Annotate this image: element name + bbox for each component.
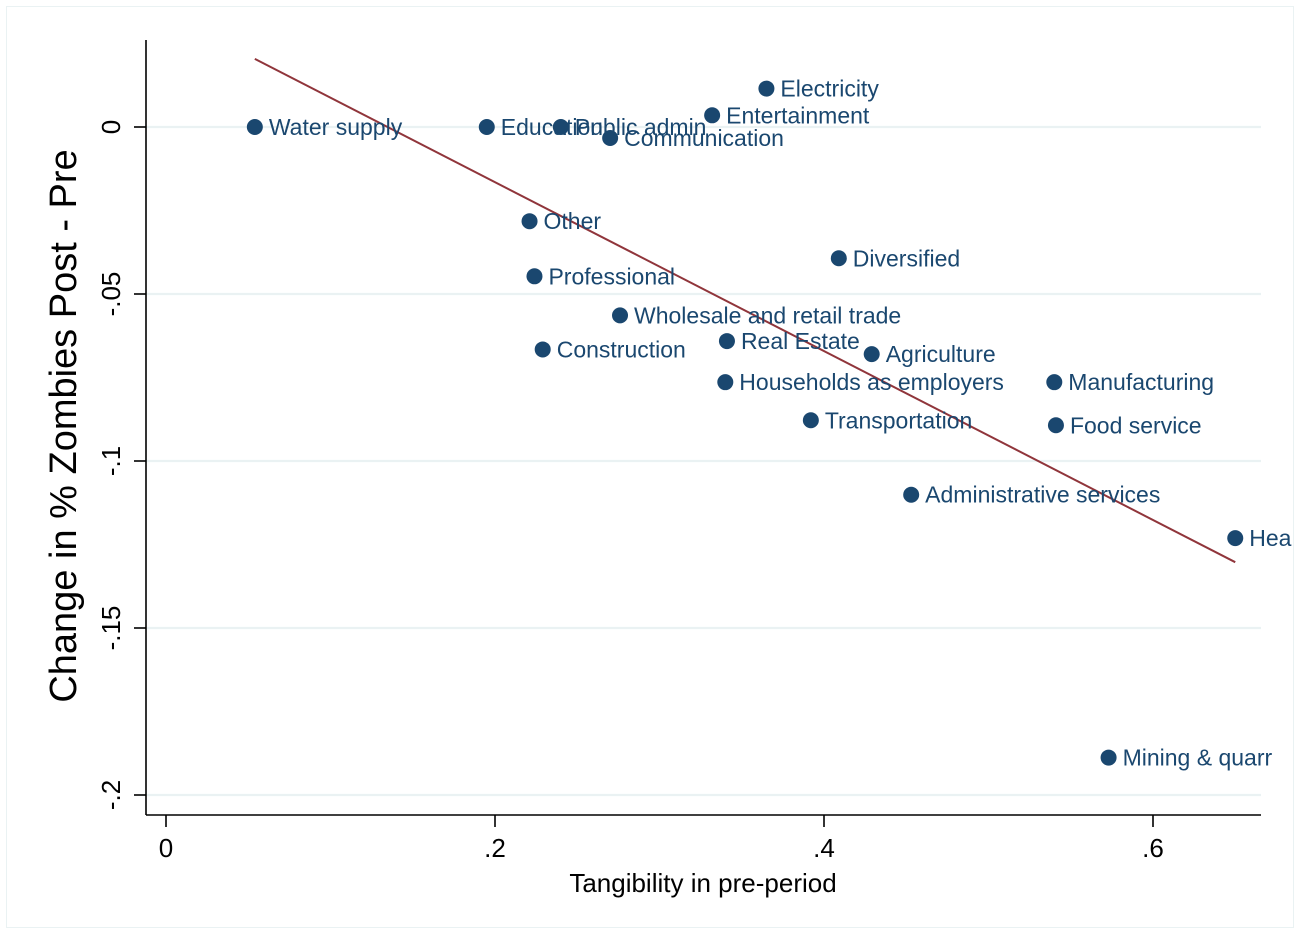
data-point: [863, 346, 880, 363]
point-label: Electricity: [780, 76, 879, 102]
x-tick-label: .2: [484, 833, 506, 863]
data-point: [903, 486, 920, 503]
point-label: Real Estate: [741, 328, 860, 354]
point-label: Agriculture: [886, 341, 996, 367]
chart-frame: [6, 6, 1294, 928]
y-tick-label: -.2: [96, 780, 126, 810]
data-point: [704, 107, 721, 124]
axes: [145, 40, 1261, 816]
x-axis-title: Tangibility in pre-period: [569, 868, 836, 898]
y-tick-label: -.05: [96, 272, 126, 317]
data-point: [1046, 374, 1063, 391]
point-label: Public admin: [575, 114, 707, 140]
data-point: [521, 213, 538, 230]
point-label: Entertainment: [726, 102, 870, 128]
point-label: Education: [501, 114, 603, 140]
y-tick-label: -.15: [96, 606, 126, 651]
gridlines: [146, 125, 1261, 797]
point-label: Transportation: [825, 407, 972, 433]
point-label: Water supply: [269, 114, 403, 140]
data-point: [526, 268, 543, 285]
y-axis-title: Change in % Zombies Post - Pre: [43, 149, 85, 702]
data-point: [1047, 417, 1064, 434]
data-point: [612, 307, 629, 324]
data-point: [802, 412, 819, 429]
point-label: Communication: [624, 125, 784, 151]
fit-line-layer: [254, 57, 1236, 564]
data-point: [758, 80, 775, 97]
point-label: Diversified: [853, 245, 960, 271]
x-tick-label: .6: [1142, 833, 1164, 863]
data-point: [1227, 530, 1244, 547]
point-label: Households as employers: [739, 369, 1004, 395]
point-label: Construction: [557, 336, 686, 362]
y-tick-label: 0: [96, 120, 126, 134]
y-tick-label: -.1: [96, 446, 126, 476]
x-tick-label: .4: [813, 833, 835, 863]
data-point: [718, 333, 735, 350]
point-label: Hea: [1249, 525, 1291, 551]
point-label: Mining & quarr: [1123, 745, 1273, 771]
data-point: [246, 119, 263, 135]
point-label: Food service: [1070, 412, 1202, 438]
point-label: Administrative services: [925, 482, 1160, 508]
data-point: [552, 119, 569, 135]
point-label: Manufacturing: [1068, 369, 1214, 395]
data-point: [830, 250, 847, 267]
data-point: [534, 341, 551, 358]
point-label: Professional: [548, 263, 675, 289]
ticks: 0 -.05 -.1 -.15 -.2 0 .2 .4 .6: [96, 120, 1164, 863]
data-point: [602, 130, 619, 147]
x-tick-label: 0: [159, 833, 173, 863]
point-label: Other: [544, 208, 602, 234]
data-point: [1100, 749, 1117, 766]
data-point: [478, 119, 495, 135]
fit-line: [254, 57, 1236, 564]
data-point: [717, 374, 734, 391]
point-label: Wholesale and retail trade: [634, 302, 901, 328]
